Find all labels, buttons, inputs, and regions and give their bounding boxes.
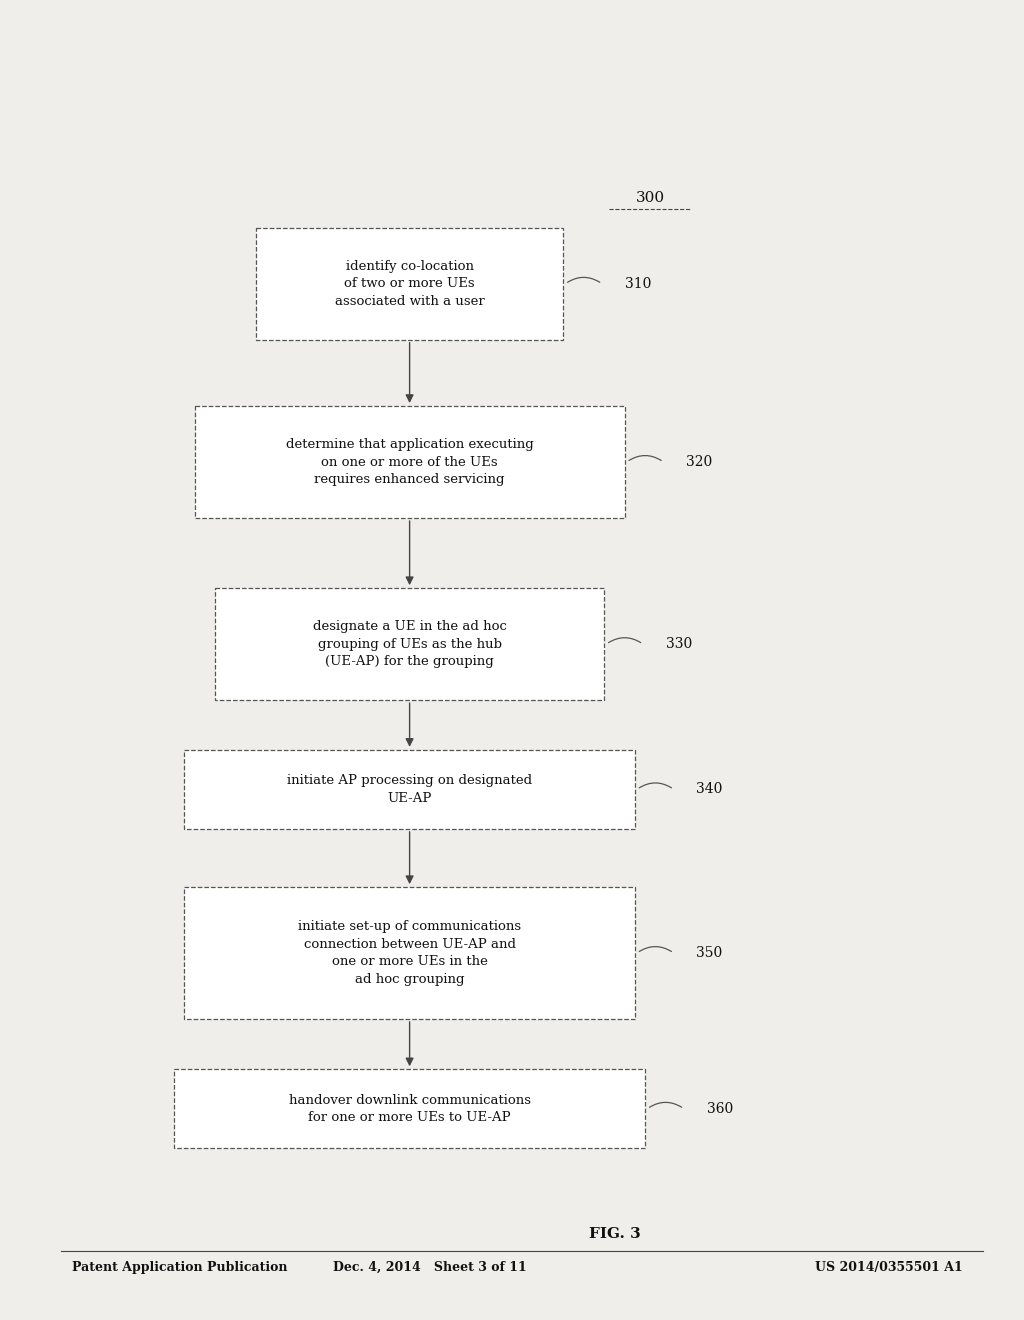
Text: 350: 350 [696,946,723,960]
Text: Dec. 4, 2014   Sheet 3 of 11: Dec. 4, 2014 Sheet 3 of 11 [333,1261,527,1274]
Text: initiate AP processing on designated
UE-AP: initiate AP processing on designated UE-… [287,774,532,805]
Text: 310: 310 [625,277,651,290]
Bar [215,589,604,700]
Text: 320: 320 [686,455,713,469]
Text: handover downlink communications
for one or more UEs to UE-AP: handover downlink communications for one… [289,1093,530,1125]
Text: determine that application executing
on one or more of the UEs
requires enhanced: determine that application executing on … [286,438,534,486]
Text: initiate set-up of communications
connection between UE-AP and
one or more UEs i: initiate set-up of communications connec… [298,920,521,986]
Text: 340: 340 [696,783,723,796]
Bar [184,750,635,829]
Text: 360: 360 [707,1102,733,1115]
Text: 330: 330 [666,638,692,651]
Text: identify co-location
of two or more UEs
associated with a user: identify co-location of two or more UEs … [335,260,484,308]
Bar [174,1069,645,1148]
Bar [256,227,563,341]
Bar [184,887,635,1019]
Text: FIG. 3: FIG. 3 [589,1228,640,1241]
Text: Patent Application Publication: Patent Application Publication [72,1261,287,1274]
Bar [195,407,625,519]
Text: 300: 300 [636,190,665,205]
Text: designate a UE in the ad hoc
grouping of UEs as the hub
(UE-AP) for the grouping: designate a UE in the ad hoc grouping of… [312,620,507,668]
Text: US 2014/0355501 A1: US 2014/0355501 A1 [815,1261,963,1274]
